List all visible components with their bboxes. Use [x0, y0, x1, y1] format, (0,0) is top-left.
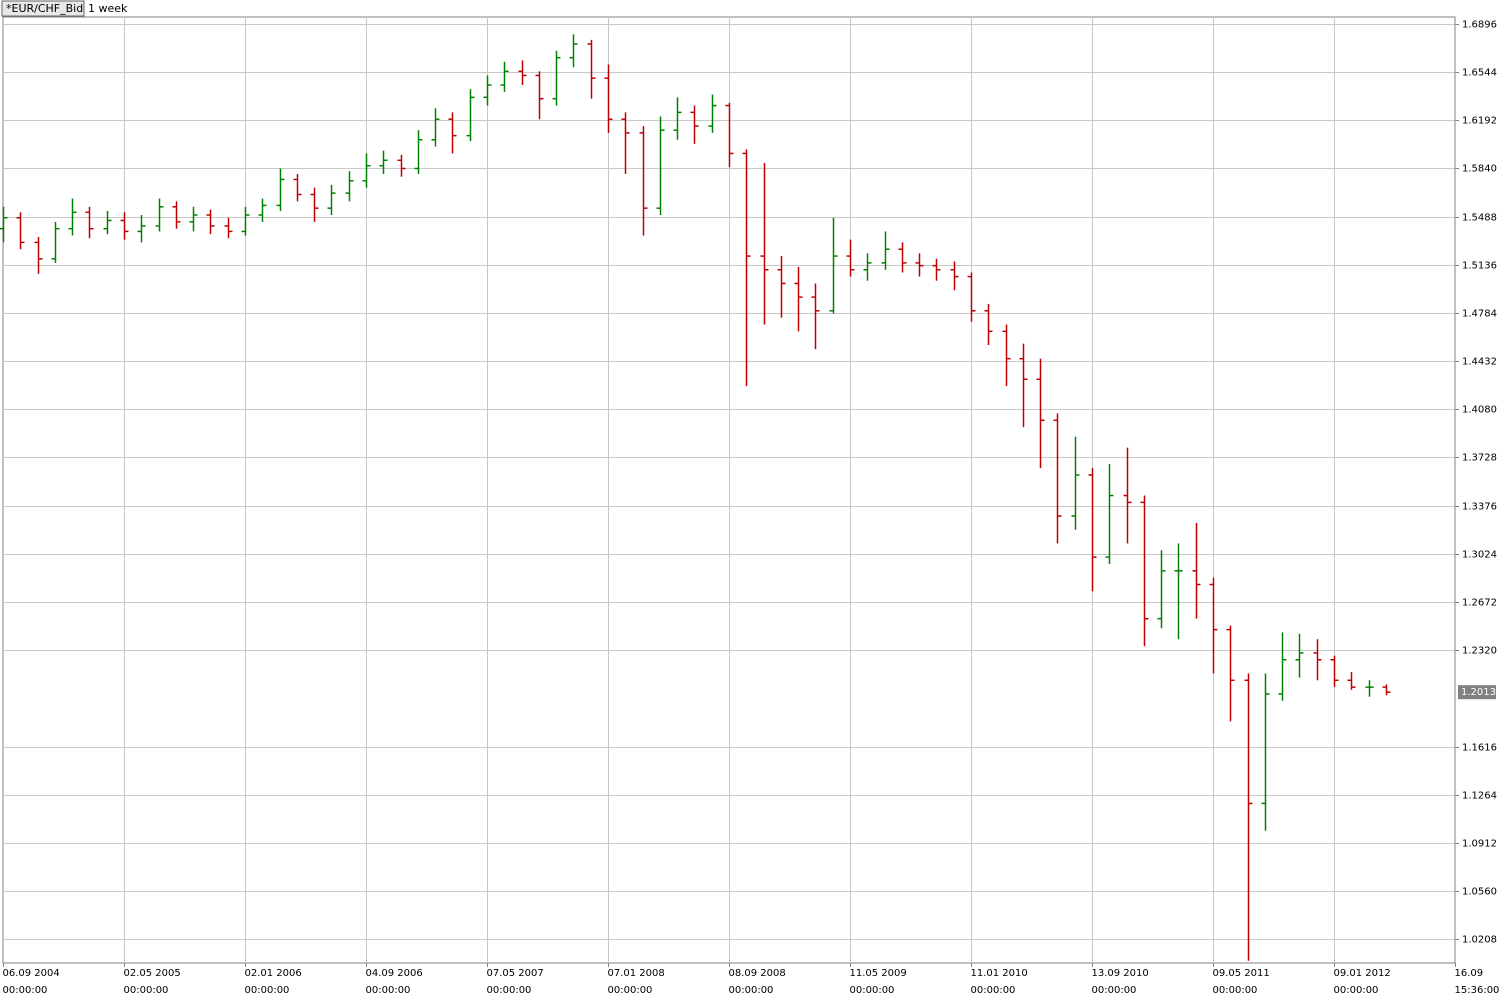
x-time-label: 00:00:00: [487, 985, 532, 996]
x-tick-label: 08.09 2008: [729, 968, 786, 979]
last-value-label: 1.2013: [1461, 687, 1496, 698]
x-tick-label: 09.01 2012: [1334, 968, 1391, 979]
y-tick-label: 1.6544: [1462, 68, 1497, 79]
x-tick-label: 09.05 2011: [1213, 968, 1270, 979]
last-value-box: [1458, 685, 1496, 700]
x-time-label: 00:00:00: [1092, 985, 1137, 996]
x-tick-label: 02.01 2006: [245, 968, 302, 979]
y-tick-label: 1.0560: [1462, 887, 1497, 898]
x-time-label: 00:00:00: [608, 985, 653, 996]
y-tick-label: 1.4432: [1462, 357, 1497, 368]
y-tick-label: 1.5840: [1462, 164, 1497, 175]
y-tick-label: 1.5136: [1462, 261, 1497, 272]
y-tick-label: 1.4080: [1462, 405, 1497, 416]
x-time-label: 00:00:00: [850, 985, 895, 996]
x-time-label: 00:00:00: [245, 985, 290, 996]
x-tick-label: 02.05 2005: [124, 968, 181, 979]
y-tick-label: 1.5488: [1462, 213, 1497, 224]
y-tick-label: 1.2672: [1462, 598, 1497, 609]
y-tick-label: 1.0208: [1462, 935, 1497, 946]
x-tick-label: 11.05 2009: [850, 968, 907, 979]
x-tick-label: 11.01 2010: [971, 968, 1028, 979]
x-time-label: 00:00:00: [729, 985, 774, 996]
y-tick-label: 1.6192: [1462, 116, 1497, 127]
x-tick-label: 06.09 2004: [3, 968, 60, 979]
interval: 1 week: [88, 2, 128, 15]
x-tick-label: 13.09 2010: [1092, 968, 1149, 979]
symbol[interactable]: *EUR/CHF_Bid: [6, 2, 83, 15]
y-tick-label: 1.3376: [1462, 502, 1497, 513]
y-tick-label: 1.2320: [1462, 646, 1497, 657]
symbol-box[interactable]: [1, 0, 85, 17]
x-time-label: 00:00:00: [971, 985, 1016, 996]
y-tick-label: 1.6896: [1462, 20, 1497, 31]
x-time-label: 00:00:00: [366, 985, 411, 996]
x-time-label: 00:00:00: [124, 985, 169, 996]
x-time-label: 15:36:00: [1455, 985, 1500, 996]
y-tick-label: 1.4784: [1462, 309, 1497, 320]
x-tick-label: 04.09 2006: [366, 968, 423, 979]
x-time-label: 00:00:00: [1334, 985, 1379, 996]
x-tick-label: 07.05 2007: [487, 968, 544, 979]
y-tick-label: 1.1264: [1462, 791, 1497, 802]
x-time-label: 00:00:00: [3, 985, 48, 996]
y-tick-label: 1.0912: [1462, 839, 1497, 850]
y-tick-label: 1.3728: [1462, 453, 1497, 464]
y-tick-label: 1.1616: [1462, 743, 1497, 754]
x-time-label: 00:00:00: [1213, 985, 1258, 996]
x-tick-label: 16.09: [1455, 968, 1484, 979]
x-tick-label: 07.01 2008: [608, 968, 665, 979]
y-tick-label: 1.3024: [1462, 550, 1497, 561]
